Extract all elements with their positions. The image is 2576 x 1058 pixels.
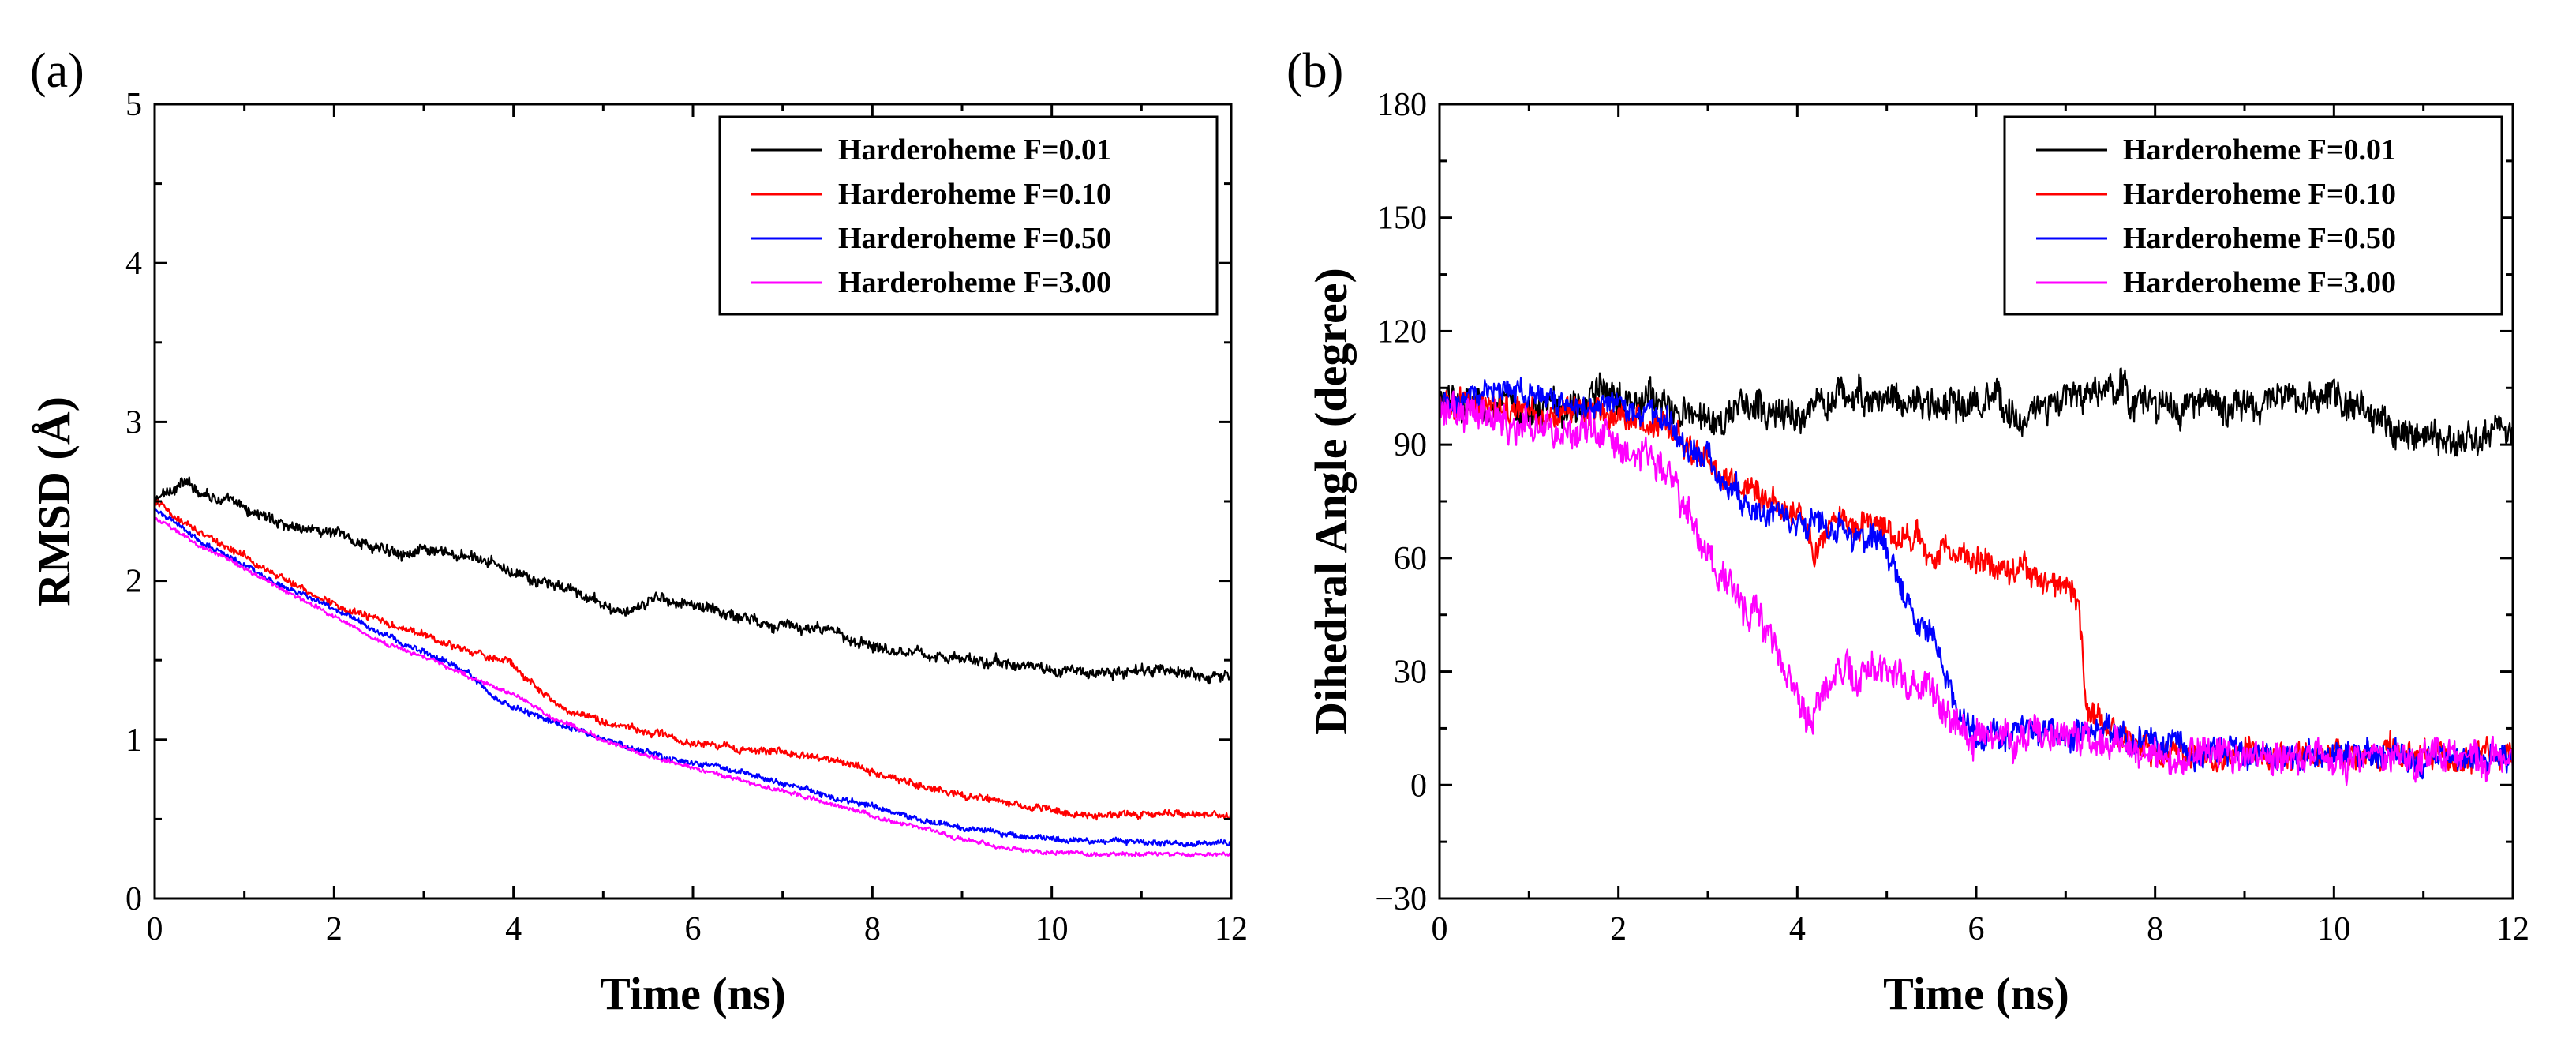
y-tick-label: 120 — [1377, 313, 1427, 350]
y-axis-title: Dihedral Angle (degree) — [1305, 268, 1357, 735]
x-tick-label: 8 — [864, 911, 881, 947]
y-axis-title: RMSD (Å) — [28, 396, 80, 606]
x-tick-label: 10 — [2317, 911, 2350, 947]
series-line-3 — [1440, 377, 2513, 780]
x-tick-label: 4 — [505, 911, 522, 947]
legend: Harderoheme F=0.01 Harderoheme F=0.10 Hard… — [718, 115, 1219, 316]
series-line-3 — [155, 508, 1231, 848]
y-tick-label: 4 — [125, 246, 142, 282]
legend-label: Harderoheme F=0.10 — [2123, 178, 2396, 211]
x-axis-title: Time (ns) — [600, 968, 786, 1019]
y-tick-label: 2 — [125, 564, 142, 600]
y-tick-label: 1 — [125, 722, 142, 759]
legend-label: Harderoheme F=0.50 — [838, 222, 1111, 255]
panel-label: (a) — [30, 44, 84, 98]
x-tick-label: 6 — [685, 911, 702, 947]
y-tick-label: 5 — [125, 87, 142, 123]
y-tick-label: 90 — [1394, 427, 1427, 463]
y-tick-label: 180 — [1377, 87, 1427, 123]
x-tick-label: 10 — [1035, 911, 1069, 947]
y-tick-label: 150 — [1377, 201, 1427, 237]
series-line-1 — [155, 476, 1231, 685]
y-tick-label: 60 — [1394, 541, 1427, 577]
series-line-2 — [155, 499, 1231, 821]
y-tick-label: −30 — [1375, 881, 1427, 917]
legend-label: Harderoheme F=0.10 — [838, 178, 1111, 211]
x-tick-label: 0 — [147, 911, 163, 947]
x-tick-label: 12 — [2496, 911, 2529, 947]
x-tick-label: 8 — [2147, 911, 2163, 947]
series-line-4 — [155, 516, 1231, 858]
x-tick-label: 2 — [1610, 911, 1627, 947]
legend-label: Harderoheme F=0.50 — [2123, 222, 2396, 255]
y-tick-label: 0 — [1410, 767, 1427, 804]
legend-label: Harderoheme F=0.01 — [838, 133, 1111, 167]
x-axis-title: Time (ns) — [1883, 968, 2069, 1019]
legend-label: Harderoheme F=3.00 — [2123, 266, 2396, 299]
panel-label: (b) — [1286, 44, 1343, 98]
legend-label: Harderoheme F=3.00 — [838, 266, 1111, 299]
x-tick-label: 6 — [1968, 911, 1985, 947]
y-tick-label: 30 — [1394, 655, 1427, 691]
x-tick-label: 0 — [1432, 911, 1448, 947]
legend: Harderoheme F=0.01 Harderoheme F=0.10 Hard… — [2003, 115, 2503, 316]
x-tick-label: 12 — [1215, 911, 1248, 947]
x-tick-label: 2 — [326, 911, 343, 947]
series-line-4 — [1440, 390, 2513, 786]
x-tick-label: 4 — [1789, 911, 1806, 947]
legend-label: Harderoheme F=0.01 — [2123, 133, 2396, 167]
y-tick-label: 0 — [125, 881, 142, 917]
y-tick-label: 3 — [125, 404, 142, 441]
